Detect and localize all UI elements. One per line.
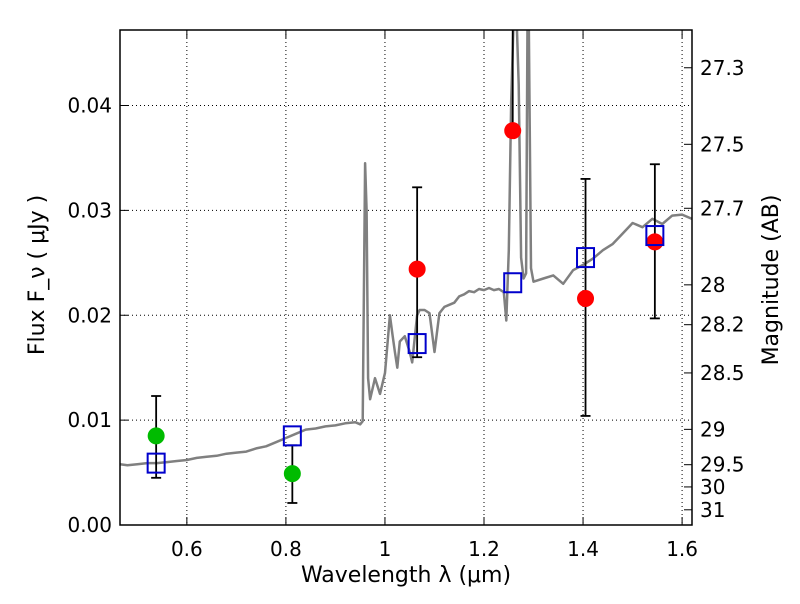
- red-detection-point: [504, 122, 522, 140]
- x-tick-label: 1.2: [468, 537, 500, 561]
- spectrum-line: [120, 30, 692, 467]
- right-tick-label: 27.7: [700, 196, 745, 220]
- green-detection-point: [147, 427, 165, 445]
- x-tick-label: 1.4: [567, 537, 599, 561]
- x-tick-label: 1.6: [666, 537, 698, 561]
- right-tick-label: 28.2: [700, 313, 745, 337]
- model-square: [146, 452, 166, 474]
- red-detection-point: [646, 233, 664, 251]
- ticks: 0.6 0.8 1 1.2 1.4 1.6 0.00 0.01 0.02 0.03 0.04 27.3…: [67, 30, 745, 561]
- y-tick-label: 0.00: [67, 513, 112, 537]
- right-tick-label: 29.5: [700, 453, 745, 477]
- y-tick-label: 0.03: [67, 198, 112, 222]
- model-square: [576, 247, 596, 269]
- plot-frame: [119, 29, 693, 526]
- y-axis-label: Flux F_ν ( μJy ): [25, 195, 50, 355]
- red-detection-point: [408, 260, 426, 278]
- data-layer: [120, 30, 692, 504]
- x-tick-label: 0.6: [171, 537, 203, 561]
- red-detection-point: [577, 289, 595, 307]
- model-square: [407, 333, 427, 355]
- right-axis-label: Magnitude (AB): [759, 195, 784, 366]
- y-tick-label: 0.04: [67, 94, 112, 118]
- y-tick-label: 0.01: [67, 408, 112, 432]
- right-tick-label: 27.5: [700, 132, 745, 156]
- right-tick-label: 30: [700, 475, 725, 499]
- x-axis-label: Wavelength λ (μm): [301, 563, 511, 588]
- right-tick-label: 27.3: [700, 56, 745, 80]
- right-tick-label: 28: [700, 273, 725, 297]
- x-tick-label: 0.8: [270, 537, 302, 561]
- model-square: [503, 272, 523, 294]
- green-detection-point: [283, 465, 301, 483]
- y-axis-label-group: Flux F_ν ( μJy ): [25, 195, 50, 355]
- x-tick-label: 1: [379, 537, 392, 561]
- model-square: [282, 425, 302, 447]
- model-square: [645, 225, 665, 247]
- y-tick-label: 0.02: [67, 303, 112, 327]
- right-tick-label: 28.5: [700, 361, 745, 385]
- right-axis-label-group: Magnitude (AB): [759, 195, 784, 366]
- right-tick-label: 31: [700, 498, 725, 522]
- grid: [120, 30, 692, 526]
- right-tick-label: 29: [700, 417, 725, 441]
